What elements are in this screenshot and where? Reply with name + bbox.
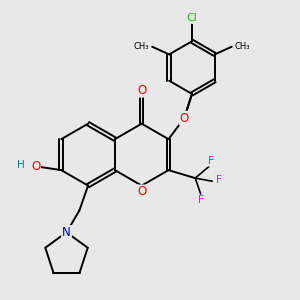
Text: CH₃: CH₃ <box>235 42 250 51</box>
Text: F: F <box>199 195 204 206</box>
Text: F: F <box>216 175 222 185</box>
Text: F: F <box>208 156 214 166</box>
Text: O: O <box>31 160 40 173</box>
Text: N: N <box>62 226 71 239</box>
Text: O: O <box>180 112 189 124</box>
Text: N: N <box>62 226 71 239</box>
Text: CH₃: CH₃ <box>134 42 149 51</box>
Text: O: O <box>137 84 146 97</box>
Text: H: H <box>17 160 25 170</box>
Text: Cl: Cl <box>187 13 197 23</box>
Text: O: O <box>137 185 146 198</box>
